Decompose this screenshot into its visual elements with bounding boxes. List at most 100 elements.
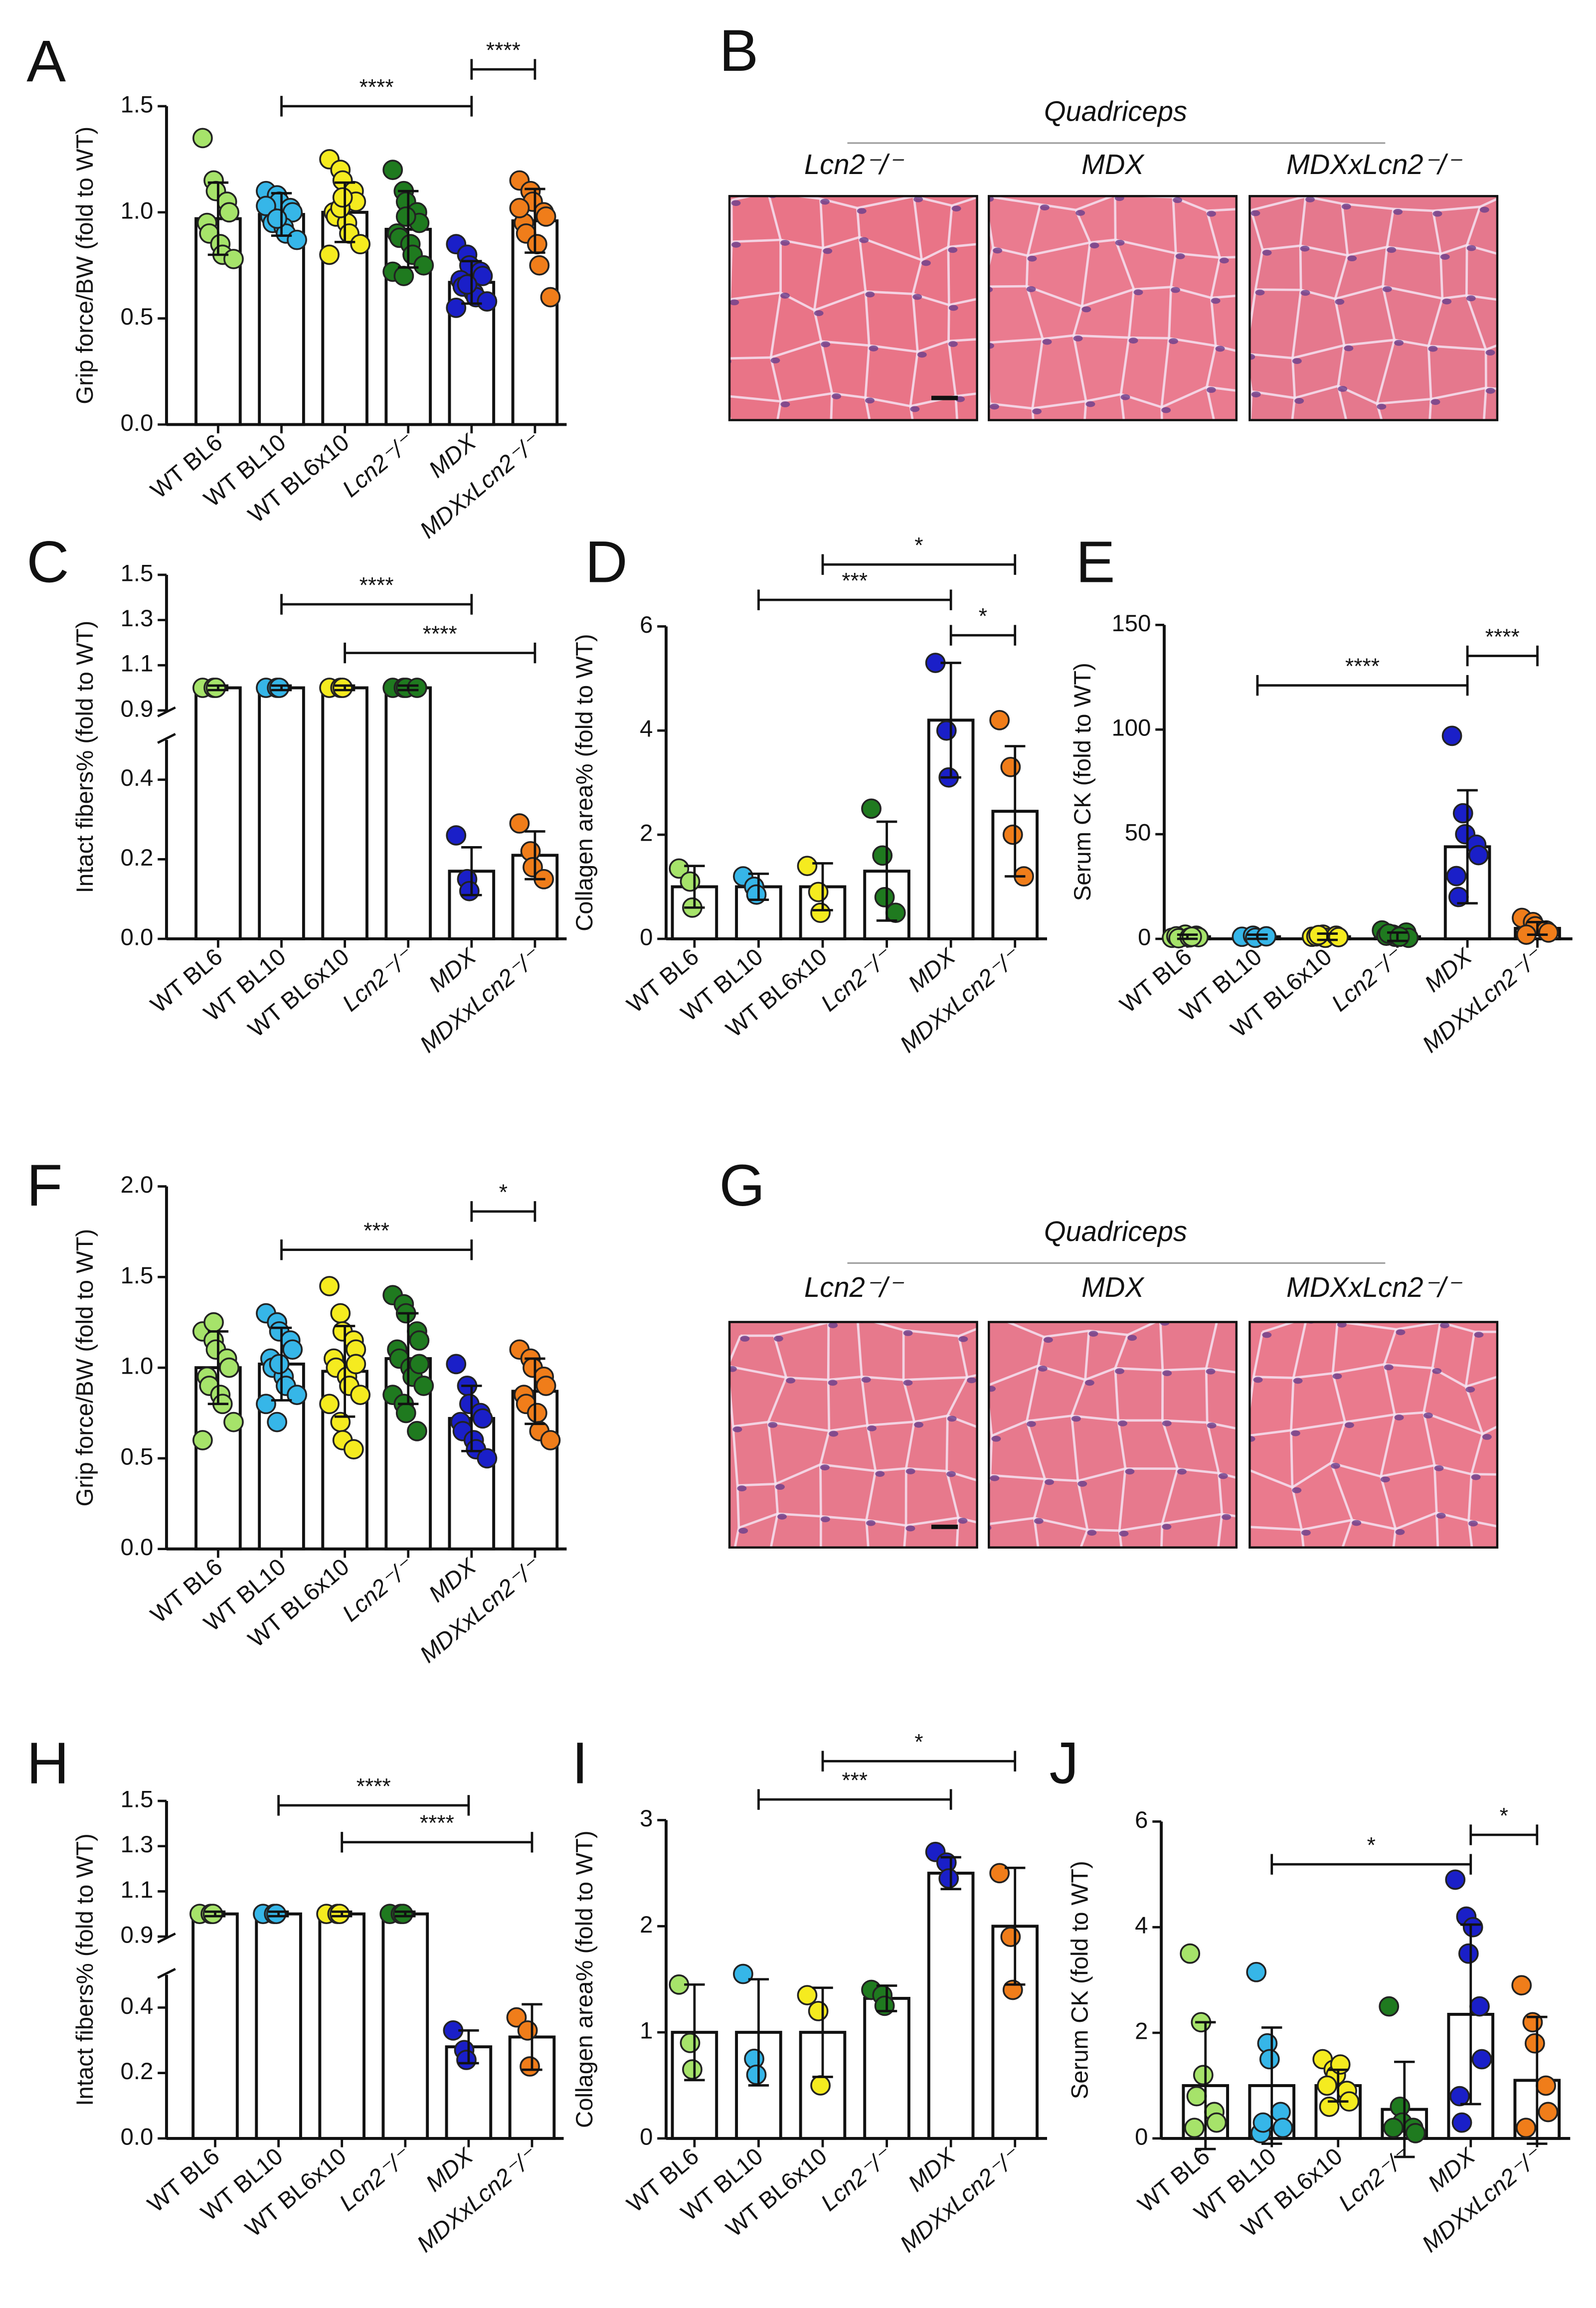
cell-border — [1331, 1322, 1339, 1374]
cell-border — [1162, 1419, 1208, 1424]
data-point — [989, 710, 1010, 730]
cell-border — [1422, 1412, 1436, 1466]
image-caption: Lcn2⁻/⁻ — [804, 1271, 904, 1303]
cell-border — [1220, 256, 1237, 259]
cell-border — [789, 196, 821, 200]
cell-border — [819, 198, 825, 248]
cell-border — [770, 340, 822, 359]
cell-border — [729, 395, 781, 403]
cell-border — [1465, 245, 1468, 296]
nucleus — [780, 240, 790, 246]
data-point — [329, 1904, 350, 1925]
cell-border — [1241, 1436, 1246, 1467]
data-point — [1330, 2054, 1351, 2075]
cell-border — [911, 259, 923, 295]
data-point — [219, 202, 240, 223]
cell-border — [830, 456, 876, 459]
cell-border — [947, 341, 957, 396]
cell-border — [1262, 244, 1301, 251]
data-point — [446, 1354, 467, 1375]
panel-label: F — [26, 1153, 62, 1219]
cell-border — [769, 292, 782, 358]
cell-border — [1382, 286, 1396, 341]
cell-border — [958, 1327, 977, 1338]
nucleus — [989, 1386, 996, 1392]
cell-border — [1299, 245, 1302, 290]
nucleus — [993, 247, 1003, 254]
cell-border — [1467, 1474, 1473, 1521]
data-point — [509, 197, 530, 218]
cell-border — [1518, 1531, 1522, 1586]
cell-border — [1159, 1322, 1164, 1371]
cell-border — [1380, 1464, 1435, 1478]
cell-border — [1482, 387, 1487, 420]
cell-border — [767, 1421, 777, 1484]
nucleus — [1089, 242, 1099, 249]
nucleus — [989, 1525, 992, 1531]
data-point — [409, 1330, 430, 1351]
nucleus — [1387, 247, 1397, 253]
bar — [381, 1912, 429, 2140]
cell-border — [1430, 386, 1486, 400]
cell-border — [1119, 1522, 1163, 1532]
cell-border — [1513, 340, 1520, 391]
nucleus — [989, 343, 994, 349]
cell-border — [1428, 441, 1482, 447]
cell-border — [1428, 345, 1486, 351]
cell-border — [1341, 1519, 1354, 1548]
nucleus — [1133, 289, 1143, 296]
nucleus — [1032, 408, 1042, 414]
cell-border — [865, 1520, 870, 1548]
cell-border — [856, 208, 861, 237]
data-point — [1469, 1996, 1490, 2017]
axis-break — [157, 1932, 176, 1944]
image-caption: Lcn2⁻/⁻ — [804, 149, 904, 180]
cell-border — [776, 401, 782, 420]
nucleus — [1520, 391, 1529, 397]
nucleus — [1219, 257, 1229, 264]
nucleus — [1162, 1524, 1172, 1530]
nucleus — [866, 1520, 876, 1526]
cell-border — [769, 357, 782, 402]
data-point — [938, 1868, 959, 1889]
cell-border — [1288, 436, 1350, 453]
cell-border — [1081, 288, 1134, 308]
cell-border — [1073, 334, 1129, 339]
cell-border — [821, 1515, 867, 1522]
nucleus — [1005, 188, 1015, 194]
cell-border — [858, 237, 867, 292]
cell-border — [1262, 1322, 1297, 1333]
nucleus — [903, 1330, 913, 1336]
nucleus — [861, 1377, 871, 1383]
nucleus — [786, 1377, 796, 1384]
nucleus — [1525, 1413, 1535, 1419]
nucleus — [1395, 1529, 1405, 1535]
cell-border — [1468, 1519, 1497, 1528]
data-point — [1000, 1927, 1021, 1947]
cell-border — [1205, 1368, 1209, 1423]
nucleus — [1162, 1370, 1172, 1377]
cell-border — [989, 338, 1043, 344]
nucleus — [830, 459, 839, 465]
y-tick-label: 1 — [640, 2018, 653, 2044]
nucleus — [1161, 407, 1171, 413]
cell-border — [786, 1376, 829, 1381]
nucleus — [1440, 1322, 1449, 1328]
nucleus — [828, 1322, 838, 1328]
cell-border — [864, 291, 871, 346]
significance-label: * — [499, 1180, 508, 1205]
data-point — [1193, 2065, 1214, 2086]
cell-border — [1422, 1368, 1434, 1413]
cell-border — [1515, 1332, 1525, 1368]
data-point — [1445, 1869, 1466, 1890]
cell-border — [921, 246, 949, 261]
cell-border — [1342, 202, 1394, 210]
data-point — [446, 297, 467, 318]
nucleus — [1512, 340, 1522, 346]
significance-label: * — [979, 604, 987, 628]
cell-border — [1439, 254, 1444, 299]
data-point — [282, 1339, 303, 1360]
cell-border — [989, 1364, 1039, 1387]
cell-border — [1471, 1473, 1497, 1476]
nucleus — [1430, 399, 1440, 405]
